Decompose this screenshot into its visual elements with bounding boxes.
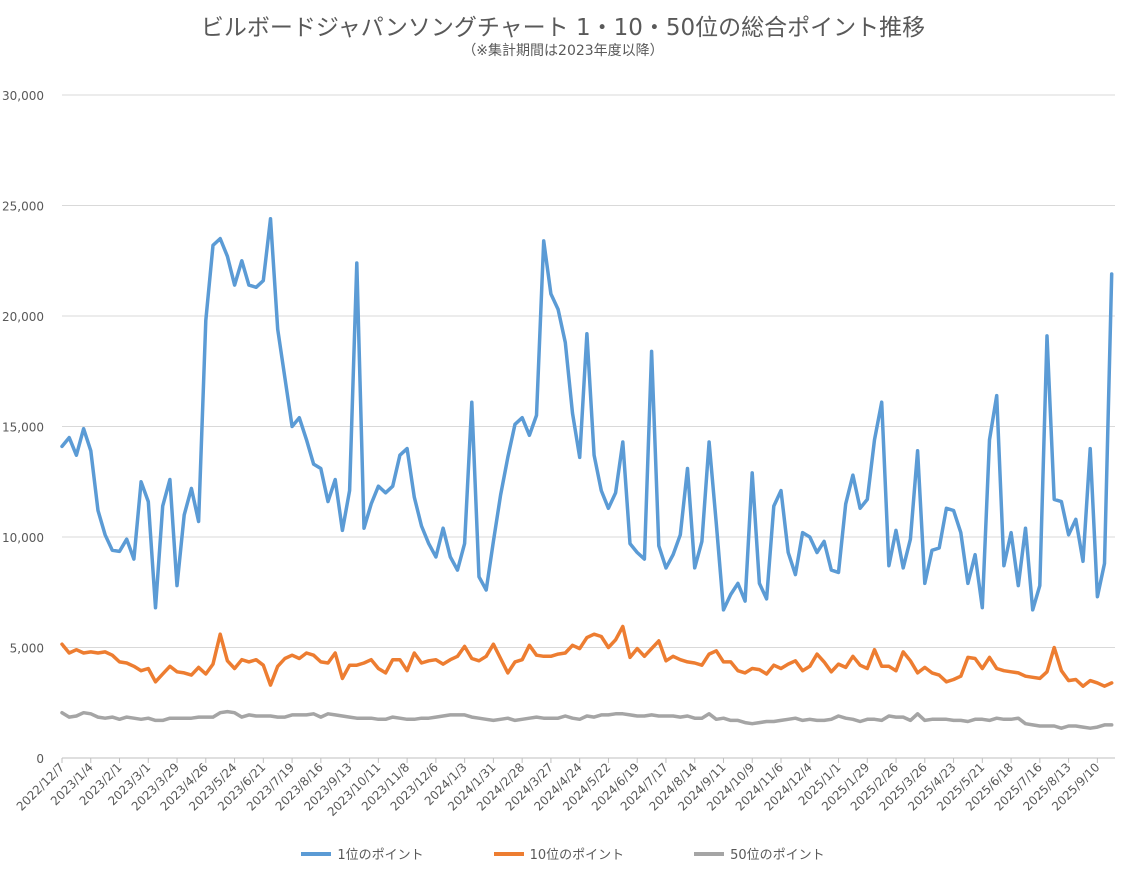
series-lines bbox=[60, 217, 1114, 730]
chart-title: ビルボードジャパンソングチャート 1・10・50位の総合ポイント推移 bbox=[200, 15, 926, 41]
y-tick-label: 15,000 bbox=[2, 421, 44, 435]
series-line bbox=[60, 624, 1114, 688]
legend-swatch bbox=[694, 851, 725, 856]
legend-swatch bbox=[493, 851, 524, 856]
x-axis-tick-labels: 2022/12/72023/1/42023/2/12023/3/12023/3/… bbox=[14, 760, 1103, 819]
legend-item-10th: 10位のポイント bbox=[493, 844, 625, 863]
y-tick-label: 25,000 bbox=[2, 200, 44, 214]
y-tick-label: 10,000 bbox=[2, 531, 44, 545]
gridlines bbox=[61, 94, 1115, 763]
y-axis-tick-labels: 0 5,000 10,000 15,000 20,000 25,000 30,000 bbox=[2, 89, 44, 766]
y-tick-label: 5,000 bbox=[10, 642, 44, 656]
legend-label: 50位のポイント bbox=[730, 848, 825, 863]
y-tick-label: 0 bbox=[36, 752, 44, 766]
legend-label: 10位のポイント bbox=[529, 848, 625, 863]
legend-label: 1位のポイント bbox=[337, 848, 424, 863]
legend-item-1st: 1位のポイント bbox=[301, 844, 424, 863]
series-line bbox=[60, 217, 1114, 612]
legend-item-50th: 50位のポイント bbox=[694, 844, 825, 863]
chart-subtitle: （※集計期間は2023年度以降） bbox=[462, 43, 664, 59]
legend-swatch bbox=[301, 851, 332, 856]
y-tick-label: 20,000 bbox=[2, 310, 44, 324]
y-tick-label: 30,000 bbox=[2, 89, 44, 103]
series-line bbox=[60, 709, 1114, 730]
legend: 1位のポイント 10位のポイント 50位のポイント bbox=[0, 844, 1126, 863]
